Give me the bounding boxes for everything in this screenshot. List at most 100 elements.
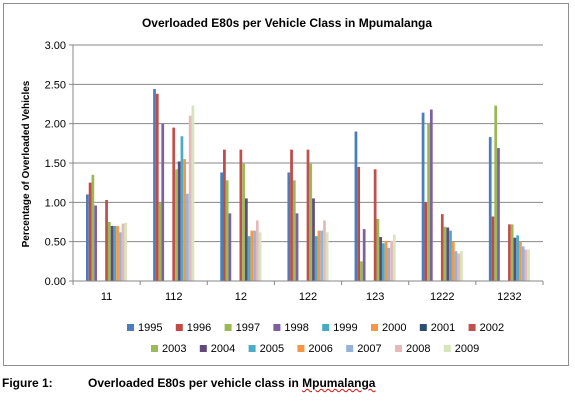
bar <box>460 251 463 281</box>
legend: 1995 1996 1997 1998 1999 2000 2001 2002 2003 2004… <box>127 322 504 355</box>
y-tick-label: 0.00 <box>45 276 66 288</box>
figure-caption-text: Overloaded E80s per vehicle class in Mpu… <box>88 376 375 390</box>
x-tick-label: 1232 <box>497 291 521 303</box>
bar <box>306 149 310 281</box>
bar <box>86 194 89 281</box>
legend-label: 1996 <box>187 322 211 334</box>
bar <box>287 172 291 281</box>
bar <box>105 199 108 281</box>
legend-label: 2001 <box>431 322 455 334</box>
bar <box>443 226 447 281</box>
bar <box>379 236 382 281</box>
bar <box>158 202 162 281</box>
bar <box>387 247 391 281</box>
legend-swatch <box>322 324 330 331</box>
bar <box>250 230 254 281</box>
y-tick-label: 1.50 <box>45 158 66 170</box>
bar <box>155 93 159 282</box>
bar <box>113 225 117 281</box>
bar <box>121 223 125 281</box>
bar <box>161 123 165 281</box>
bar <box>320 230 324 281</box>
bar <box>223 149 226 281</box>
legend-swatch <box>248 345 256 352</box>
bar <box>292 180 296 281</box>
bar <box>354 131 358 281</box>
figure-caption: Figure 1: Overloaded E80s per vehicle cl… <box>2 376 572 396</box>
bar <box>239 149 243 281</box>
bar <box>177 161 181 281</box>
bar <box>390 240 393 281</box>
bar <box>527 249 530 281</box>
bar <box>424 202 428 281</box>
bar <box>521 246 525 281</box>
legend-swatch <box>346 345 354 352</box>
bar <box>454 251 458 281</box>
bar <box>362 229 366 281</box>
figure-caption-flagged-word: Mpumalanga <box>302 376 376 390</box>
bar <box>124 222 128 281</box>
bar <box>110 225 114 281</box>
bar <box>494 105 498 281</box>
legend-swatch <box>273 324 281 331</box>
figure-caption-label: Figure 1: <box>2 376 53 390</box>
legend-swatch <box>175 324 183 331</box>
bar <box>175 169 178 281</box>
gridlines <box>73 44 543 243</box>
bar <box>491 216 495 281</box>
bar <box>519 241 522 281</box>
bar <box>312 198 315 281</box>
bar <box>457 253 461 281</box>
x-tick-label: 11 <box>101 291 112 303</box>
bar <box>244 198 248 281</box>
bar <box>429 109 433 281</box>
bar <box>258 232 262 281</box>
bar <box>228 213 232 281</box>
bar <box>180 136 184 281</box>
bar <box>186 193 189 281</box>
legend-swatch <box>151 345 158 352</box>
bar <box>295 213 299 281</box>
bar <box>253 230 256 281</box>
bar <box>153 89 156 281</box>
bar <box>172 127 176 281</box>
legend-label: 1997 <box>236 322 260 334</box>
bar <box>421 112 425 282</box>
bar <box>116 225 119 281</box>
bar <box>314 236 318 281</box>
y-tick-label: 0.50 <box>45 237 66 249</box>
y-tick-label: 2.00 <box>45 119 66 131</box>
bar-chart: Overloaded E80s per Vehicle Class in Mpu… <box>21 16 544 355</box>
bar <box>360 261 363 281</box>
chart-area <box>3 3 569 366</box>
bar <box>94 205 97 281</box>
x-tick-label: 123 <box>366 291 384 303</box>
legend-label: 2003 <box>162 343 186 355</box>
chart-title: Overloaded E80s per Vehicle Class in Mpu… <box>142 16 432 30</box>
bar <box>242 163 245 281</box>
bar <box>191 105 195 281</box>
x-tick-label: 122 <box>299 291 317 303</box>
legend-label: 1995 <box>138 322 162 334</box>
bar <box>392 234 396 281</box>
y-tick-label: 1.00 <box>45 197 66 209</box>
legend-swatch <box>371 324 378 331</box>
bar <box>188 115 192 281</box>
legend-swatch <box>395 345 402 352</box>
bar <box>183 159 187 281</box>
x-tick-label: 112 <box>165 291 183 303</box>
x-tick-label: 12 <box>235 291 247 303</box>
x-tick-label: 1222 <box>430 291 454 303</box>
bar <box>516 235 520 281</box>
legend-swatch <box>199 345 207 352</box>
axes: 0.00 0.50 1.00 1.50 2.00 2.50 3.00 11 112 12 122 12… <box>45 40 544 303</box>
bar <box>247 236 251 281</box>
bar <box>449 230 452 281</box>
bar <box>91 174 95 281</box>
bars <box>86 89 530 282</box>
bar <box>440 214 444 281</box>
bar <box>290 149 293 281</box>
legend-label: 1998 <box>284 322 308 334</box>
bar <box>309 163 313 281</box>
bar <box>427 123 430 281</box>
